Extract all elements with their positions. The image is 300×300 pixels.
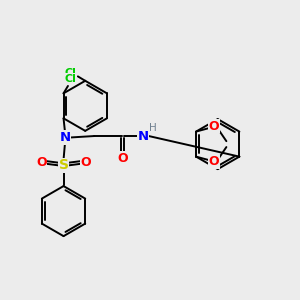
Text: N: N bbox=[137, 130, 148, 142]
Text: Cl: Cl bbox=[65, 74, 77, 84]
Text: Cl: Cl bbox=[64, 68, 76, 78]
Text: O: O bbox=[208, 120, 219, 133]
Text: S: S bbox=[58, 158, 68, 172]
Text: O: O bbox=[36, 156, 47, 169]
Text: N: N bbox=[59, 131, 70, 144]
Text: O: O bbox=[208, 155, 219, 168]
Text: O: O bbox=[117, 152, 128, 165]
Text: H: H bbox=[149, 123, 157, 133]
Text: O: O bbox=[80, 156, 91, 169]
